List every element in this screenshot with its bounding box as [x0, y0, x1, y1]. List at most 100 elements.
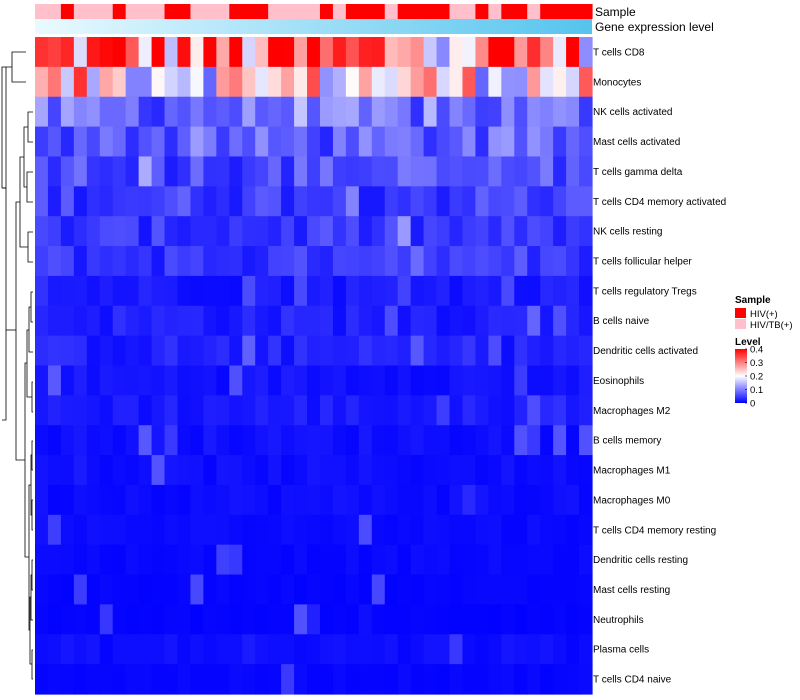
heatmap-cell — [345, 634, 360, 665]
heatmap-cell — [501, 216, 515, 247]
heatmap-cell — [99, 664, 114, 695]
heatmap-cell — [475, 574, 489, 606]
heatmap-cell — [216, 484, 230, 516]
heatmap-cell — [397, 574, 412, 606]
row-dendrogram — [1, 51, 33, 680]
heatmap-cell — [371, 455, 386, 486]
heatmap-cells — [35, 37, 593, 695]
heatmap-cell — [164, 664, 179, 695]
heatmap-cell — [514, 66, 528, 98]
heatmap-cell — [527, 604, 541, 635]
row-labels: T cells CD8 Monocytes NK cells activated Ma… — [593, 47, 726, 685]
heatmap-cell — [47, 186, 62, 217]
heatmap-cell — [47, 544, 62, 576]
heatmap-cell — [319, 365, 334, 396]
heatmap-cell — [423, 156, 438, 187]
heatmap-cell — [410, 664, 425, 695]
heatmap-cell — [475, 664, 489, 695]
heatmap-cell — [514, 96, 528, 128]
heatmap-cell — [423, 186, 438, 217]
heatmap-cell — [151, 514, 166, 546]
heatmap-cell — [514, 514, 528, 546]
heatmap-cell — [514, 395, 528, 426]
heatmap-cell — [216, 664, 230, 695]
heatmap-cell — [449, 544, 464, 576]
heatmap-cell — [358, 96, 373, 128]
heatmap-cell — [229, 664, 243, 695]
sample-annotation-bar — [35, 4, 593, 19]
heatmap-cell — [164, 156, 179, 187]
heatmap-cell — [151, 126, 166, 158]
heatmap-cell — [35, 216, 49, 247]
heatmap-cell — [307, 365, 321, 396]
heatmap-cell — [47, 634, 62, 665]
heatmap-cell — [345, 37, 360, 68]
heatmap-cell — [60, 216, 75, 247]
legend-tick-label: 0.4 — [750, 345, 763, 356]
heatmap-cell — [73, 335, 88, 367]
heatmap-cell — [203, 275, 217, 307]
heatmap-cell — [540, 574, 554, 606]
heatmap-cell — [125, 96, 140, 128]
heatmap-cell — [112, 305, 127, 337]
heatmap-cell — [462, 455, 477, 486]
heatmap-cell — [229, 425, 243, 456]
heatmap-cell — [449, 96, 464, 128]
heatmap-cell — [371, 544, 386, 576]
heatmap-cell — [60, 96, 75, 128]
heatmap-cell — [177, 395, 192, 426]
heatmap-cell — [449, 365, 464, 396]
row-label: NK cells activated — [593, 107, 672, 118]
heatmap-cell — [112, 664, 127, 695]
heatmap-cell — [190, 156, 204, 187]
heatmap-cell — [540, 126, 554, 158]
heatmap-cell — [229, 604, 243, 635]
heatmap-cell — [294, 634, 308, 665]
heatmap-cell — [527, 186, 541, 217]
heatmap-cell — [371, 186, 386, 217]
heatmap-cell — [216, 126, 230, 158]
heatmap-cell — [229, 156, 243, 187]
heatmap-cell — [566, 37, 580, 68]
heatmap-cell — [47, 275, 62, 307]
heatmap-cell — [566, 335, 580, 367]
heatmap-cell — [332, 455, 347, 486]
heatmap-cell — [216, 275, 230, 307]
heatmap-cell — [112, 634, 127, 665]
heatmap-cell — [475, 96, 489, 128]
heatmap-cell — [138, 126, 153, 158]
heatmap-cell — [242, 514, 256, 546]
heatmap-cell — [579, 216, 593, 247]
heatmap-cell — [47, 395, 62, 426]
heatmap-cell — [35, 96, 49, 128]
heatmap-cell — [307, 455, 321, 486]
heatmap-cell — [579, 544, 593, 576]
heatmap-cell — [190, 484, 204, 516]
heatmap-cell — [371, 604, 386, 635]
heatmap-cell — [410, 574, 425, 606]
heatmap-cell — [112, 604, 127, 635]
heatmap-cell — [410, 455, 425, 486]
heatmap-cell — [307, 246, 321, 277]
heatmap-cell — [73, 126, 88, 158]
heatmap-cell — [527, 335, 541, 367]
heatmap-cell — [553, 604, 567, 635]
heatmap-cell — [112, 186, 127, 217]
heatmap-cell — [281, 514, 295, 546]
heatmap-cell — [138, 604, 153, 635]
heatmap-cell — [540, 96, 554, 128]
heatmap-cell — [294, 156, 308, 187]
heatmap-cell — [112, 455, 127, 486]
heatmap-cell — [164, 484, 179, 516]
heatmap-cell — [319, 156, 334, 187]
heatmap-cell — [112, 484, 127, 516]
heatmap-cell — [371, 216, 386, 247]
heatmap-cell — [86, 186, 101, 217]
heatmap-cell — [99, 186, 114, 217]
heatmap-cell — [553, 37, 567, 68]
heatmap-cell — [242, 246, 256, 277]
heatmap-cell — [177, 604, 192, 635]
heatmap-cell — [294, 126, 308, 158]
heatmap-cell — [281, 37, 295, 68]
heatmap-cell — [345, 484, 360, 516]
